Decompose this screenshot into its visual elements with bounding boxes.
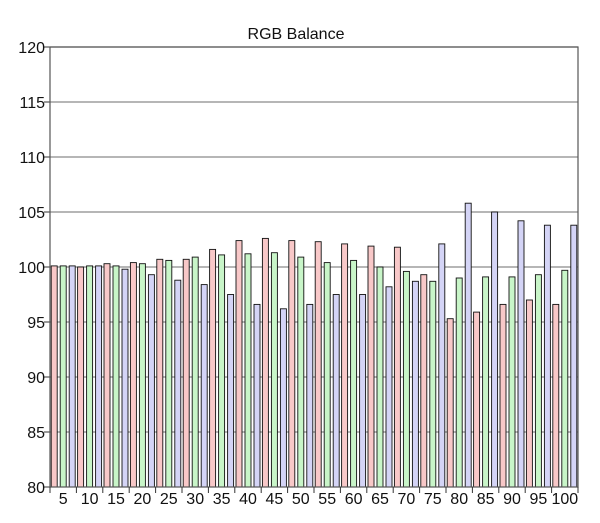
green-bar (534, 274, 542, 488)
x-tick-label: 100 (551, 491, 578, 508)
y-tick-label: 85 (27, 425, 45, 442)
green-bar (455, 277, 463, 488)
red-bar (103, 263, 111, 488)
blue-bar (411, 280, 419, 488)
blue-bar (147, 274, 155, 488)
red-bar (341, 243, 349, 488)
x-tick-label: 20 (134, 491, 152, 508)
green-bar (429, 280, 437, 488)
y-tick-label: 100 (18, 260, 45, 277)
x-tick-label: 65 (371, 491, 389, 508)
x-tick-label: 25 (160, 491, 178, 508)
x-tick-label: 30 (186, 491, 204, 508)
x-tick-label: 40 (239, 491, 257, 508)
blue-bar (306, 303, 314, 488)
green-bar (112, 265, 120, 488)
blue-bar (385, 286, 393, 488)
blue-bar (174, 279, 182, 488)
x-tick-label: 10 (81, 491, 99, 508)
y-tick-label: 120 (18, 40, 45, 57)
x-tick-label: 35 (213, 491, 231, 508)
green-bar (86, 265, 94, 488)
gridlines (50, 46, 578, 433)
x-axis-ticks: 5 10 15 20 25 30 35 40 45 50 55 60 65 70 75 80 85 90 95 100 (49, 487, 579, 508)
green-bar (59, 265, 67, 488)
blue-bar (332, 294, 340, 488)
red-bar (235, 240, 243, 488)
red-bar (182, 258, 190, 488)
x-tick-label: 60 (345, 491, 363, 508)
red-bar (446, 318, 454, 488)
blue-bar (359, 294, 367, 488)
blue-bar (543, 224, 551, 488)
y-tick-label: 80 (27, 480, 45, 497)
blue-bar (121, 268, 129, 488)
green-bar (376, 266, 384, 488)
x-tick-label: 15 (107, 491, 125, 508)
bars (50, 202, 578, 488)
blue-bar (279, 308, 287, 488)
blue-bar (491, 211, 499, 488)
blue-bar (68, 265, 76, 488)
x-tick-label: 75 (424, 491, 442, 508)
red-bar (552, 303, 560, 488)
x-tick-label: 45 (266, 491, 284, 508)
blue-bar (95, 265, 103, 488)
y-tick-label: 90 (27, 370, 45, 387)
x-tick-label: 85 (477, 491, 495, 508)
y-tick-label: 105 (18, 205, 45, 222)
red-bar (129, 262, 137, 488)
red-bar (473, 311, 481, 488)
x-tick-label: 55 (318, 491, 336, 508)
green-bar (350, 259, 358, 488)
y-tick-label: 95 (27, 315, 45, 332)
red-bar (156, 258, 164, 488)
red-bar (525, 299, 533, 488)
red-bar (420, 274, 428, 488)
red-bar (77, 266, 85, 488)
red-bar (261, 237, 269, 488)
red-bar (367, 245, 375, 488)
x-tick-label: 80 (450, 491, 468, 508)
blue-bar (200, 284, 208, 488)
y-tick-label: 115 (19, 95, 45, 112)
chart-title: RGB Balance (248, 26, 345, 43)
red-bar (209, 248, 217, 488)
green-bar (561, 269, 569, 488)
green-bar (323, 262, 331, 488)
green-bar (138, 263, 146, 488)
green-bar (297, 256, 305, 488)
green-bar (244, 253, 252, 488)
blue-bar (227, 294, 235, 488)
y-tick-label: 110 (19, 150, 45, 167)
blue-bar (517, 220, 525, 488)
x-tick-label: 50 (292, 491, 310, 508)
green-bar (508, 276, 516, 488)
green-bar (402, 270, 410, 488)
blue-bar (438, 243, 446, 488)
blue-bar (253, 303, 261, 488)
x-tick-label: 70 (398, 491, 416, 508)
green-bar (270, 252, 278, 488)
red-bar (288, 240, 296, 488)
x-tick-label: 95 (530, 491, 548, 508)
green-bar (191, 256, 199, 488)
red-bar (50, 265, 58, 488)
blue-bar (464, 202, 472, 488)
x-tick-label: 90 (503, 491, 521, 508)
green-bar (218, 254, 226, 488)
y-axis-ticks: 80 85 90 95 100 105 110 115 120 (18, 40, 50, 497)
green-bar (482, 276, 490, 488)
x-tick-label: 5 (59, 491, 68, 508)
red-bar (499, 303, 507, 488)
blue-bar (570, 224, 578, 488)
red-bar (314, 241, 322, 488)
red-bar (393, 246, 401, 488)
green-bar (165, 259, 173, 488)
